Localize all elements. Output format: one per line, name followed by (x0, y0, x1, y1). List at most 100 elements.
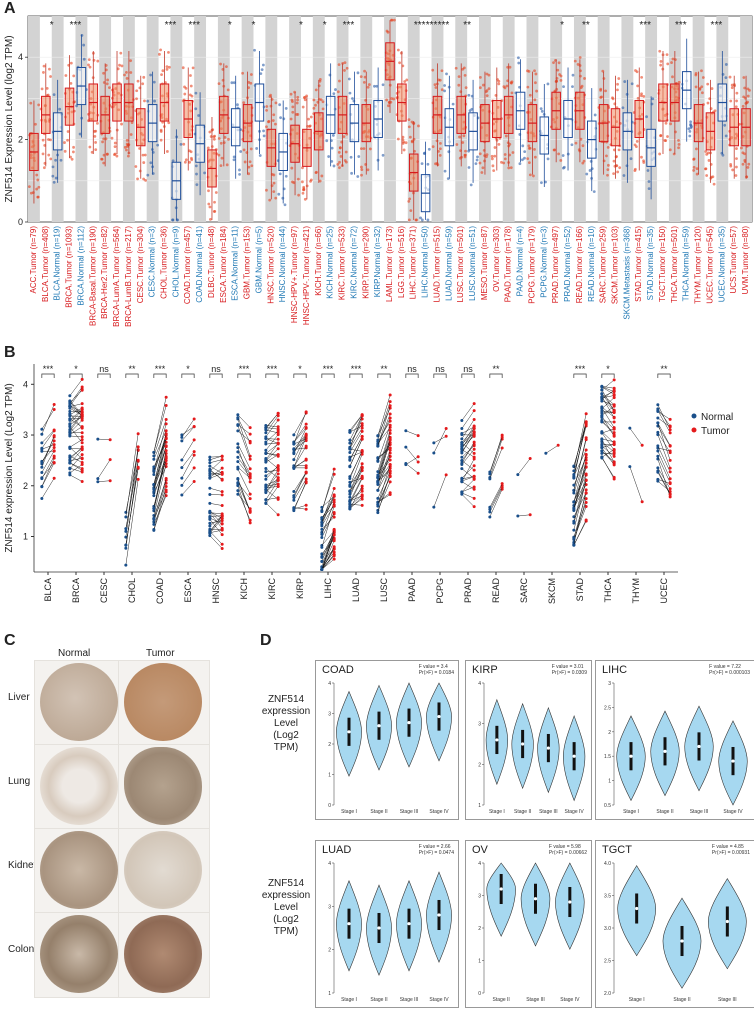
plot-a-dot (317, 84, 321, 88)
plot-a-dot (135, 89, 139, 93)
plot-b-tumor-dot (304, 410, 308, 414)
plot-b-tumor-dot (164, 404, 168, 408)
plot-a-xlabel: BRCA.Tumor (n=1093) (65, 226, 74, 308)
plot-a-xlabel: COAD.Tumor (n=457) (183, 226, 192, 305)
plot-a-dot (102, 161, 106, 165)
plot-b-pair-line (377, 433, 391, 476)
plot-b-pair-line (349, 498, 363, 508)
plot-b-tumor-dot (276, 484, 280, 488)
ylabel-line2: Level (274, 718, 298, 729)
plot-b-pair-line (657, 472, 671, 495)
plot-a-dot (158, 52, 161, 56)
plot-b-sig-bracket (125, 373, 139, 378)
plot-b-sig: ns (435, 364, 445, 374)
plot-b-pair-line (293, 436, 307, 468)
plot-a-dot (69, 61, 73, 65)
plot-a-xlabel: PRAD.Normal (n=52) (563, 226, 572, 302)
plot-b-normal-dot (208, 501, 212, 505)
plot-a-dot (66, 138, 69, 142)
plot-a-dot (217, 153, 221, 157)
plot-a-dot (108, 86, 111, 90)
plot-b-pair-line (461, 434, 475, 436)
plot-b-normal-dot (152, 528, 156, 532)
plot-b-tumor-dot (472, 430, 476, 434)
plot-b-pair-line (461, 449, 475, 465)
plot-a-dot (731, 168, 735, 172)
plot-b-sig: * (74, 364, 78, 374)
plot-a-dot (640, 155, 643, 159)
plot-a-dot (571, 73, 575, 77)
plot-b-tumor-dot (360, 414, 364, 418)
plot-a-dot (526, 69, 529, 73)
plot-a-dot (535, 89, 539, 93)
plot-a-dot (105, 152, 109, 156)
plot-a-dot (46, 93, 50, 97)
violin-xlabel: Stage III (539, 809, 558, 815)
plot-b-pair-line (293, 481, 307, 511)
plot-b-pair-line (517, 458, 531, 475)
plot-b-tumor-dot (584, 491, 588, 495)
plot-a-dot (125, 148, 128, 152)
plot-a-dot (87, 58, 91, 62)
plot-b-tumor-dot (164, 490, 168, 494)
plot-a-dot (533, 147, 536, 151)
plot-b-pair-line (461, 410, 475, 429)
plot-b-tumor-dot (164, 429, 168, 433)
plot-a-dot (729, 164, 733, 168)
plot-b-normal-dot (68, 445, 72, 449)
plot-b-xlabel: SARC (519, 578, 529, 604)
plot-b-normal-dot (208, 534, 212, 538)
plot-b-pair-line (321, 530, 335, 546)
plot-a-dot (189, 84, 193, 88)
plot-b-normal-dot (376, 511, 380, 515)
plot-b-normal-dot (320, 532, 324, 536)
plot-a-dot (291, 110, 295, 114)
plot-a-dot (600, 95, 603, 99)
plot-b-pair-line (461, 442, 475, 464)
plot-a-dot (735, 157, 738, 161)
plot-b-sig: ** (492, 364, 500, 374)
plot-b-tumor-dot (80, 377, 84, 381)
plot-b-pair-line (349, 491, 363, 501)
plot-a-dot (500, 160, 503, 164)
plot-b-sig: * (186, 364, 190, 374)
plot-a-sig: * (299, 20, 303, 31)
plot-b-pair-line (181, 455, 195, 479)
plot-b-tumor-dot (164, 485, 168, 489)
plot-b-normal-dot (152, 457, 156, 461)
plot-b-tumor-dot (584, 488, 588, 492)
plot-a-dot (464, 149, 467, 153)
plot-a-dot (743, 158, 747, 162)
plot-a-dot (212, 137, 216, 141)
plot-a-dot (330, 146, 334, 150)
plot-b-tumor-dot (304, 503, 308, 507)
plot-a-dot (743, 86, 747, 90)
plot-b-pair-line (265, 434, 279, 451)
plot-b-sig: *** (43, 364, 54, 374)
legend-tumor-dot (691, 427, 697, 433)
plot-b-tumor-dot (668, 477, 672, 481)
plot-b-pair-line (209, 515, 223, 517)
plot-a-dot (482, 83, 485, 87)
plot-b-tumor-dot (612, 390, 616, 394)
plot-b-pair-line (349, 496, 363, 510)
plot-b-pair-line (461, 434, 475, 452)
plot-b-pair-line (657, 447, 671, 452)
plot-b-tumor-dot (640, 443, 644, 447)
plot-b-normal-dot (40, 465, 44, 469)
plot-b-normal-dot (488, 505, 492, 509)
plot-a-dot (602, 159, 606, 163)
violin-median-dot (499, 887, 503, 891)
plot-a-dot (581, 144, 585, 148)
plot-a-dot (37, 185, 41, 189)
plot-b-normal-dot (600, 392, 604, 396)
plot-a-dot (295, 101, 299, 105)
plot-b-pair-line (405, 456, 419, 465)
plot-a-dot (301, 191, 305, 195)
violin-ytick-label: 4 (328, 861, 331, 867)
plot-b-tumor-dot (220, 542, 224, 546)
plot-a-dot (669, 122, 673, 126)
plot-a-dot (195, 183, 199, 187)
plot-a-dot (113, 141, 117, 145)
plot-a-dot (230, 81, 234, 85)
